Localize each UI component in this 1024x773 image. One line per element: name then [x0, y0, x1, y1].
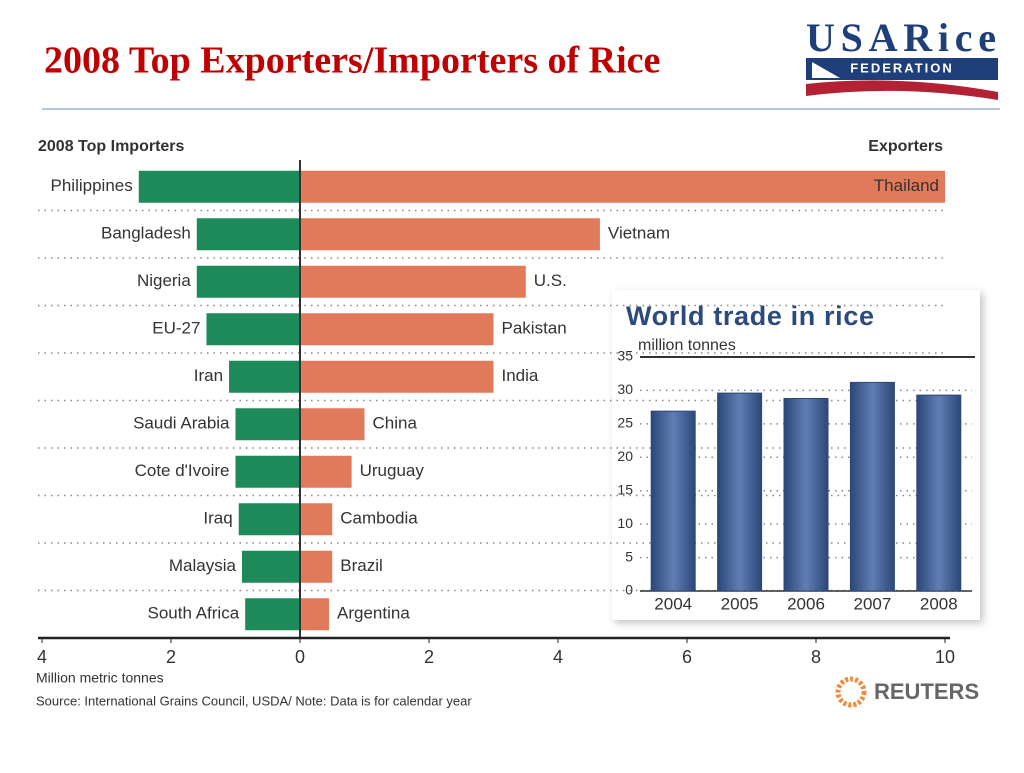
category-label: China [373, 414, 418, 433]
y-tick-label: 35 [617, 348, 633, 364]
bar [849, 381, 895, 592]
x-tick-label: 4 [37, 647, 47, 667]
category-label: Brazil [340, 556, 383, 575]
y-tick-label: 30 [617, 381, 633, 397]
y-tick-label: 0 [625, 582, 633, 598]
bar [650, 410, 696, 592]
x-tick-label: 2005 [721, 594, 759, 613]
logo-stripe [806, 80, 998, 100]
source-note: Source: International Grains Council, US… [36, 693, 472, 708]
category-label: Iran [194, 366, 223, 385]
x-tick-label: 8 [811, 647, 821, 667]
inset-subtitle: million tonnes [638, 337, 736, 354]
category-label: Thailand [874, 176, 939, 195]
x-tick-label: 2004 [654, 594, 692, 613]
series-header: Exporters [868, 138, 943, 155]
y-tick-label: 10 [617, 515, 633, 531]
logo-band [806, 58, 998, 80]
x-tick-label: 10 [935, 647, 955, 667]
y-tick-label: 5 [625, 548, 633, 564]
x-axis-label: Million metric tonnes [36, 670, 164, 686]
bar [300, 455, 352, 488]
bar [300, 360, 494, 393]
category-label: South Africa [148, 604, 240, 623]
bar [229, 360, 300, 393]
bar [235, 408, 300, 441]
bar [196, 218, 300, 251]
bar [916, 394, 962, 592]
category-label: Nigeria [137, 271, 191, 290]
bar [241, 550, 300, 583]
logo-wing [812, 62, 840, 78]
bar [300, 313, 494, 346]
x-tick-label: 2007 [853, 594, 891, 613]
bar [300, 550, 333, 583]
category-label: Saudi Arabia [133, 414, 230, 433]
bar [206, 313, 300, 346]
bar [238, 503, 300, 536]
category-label: Argentina [337, 604, 410, 623]
x-tick-label: 2 [166, 647, 176, 667]
category-label: Philippines [51, 176, 133, 195]
x-tick-label: 2006 [787, 594, 825, 613]
bar [245, 598, 300, 631]
category-label: Malaysia [169, 556, 237, 575]
y-tick-label: 15 [617, 481, 633, 497]
x-tick-label: 2008 [920, 594, 958, 613]
logo-name: USARice [806, 15, 996, 60]
x-tick-label: 6 [682, 647, 692, 667]
reuters-logo: REUTERS [835, 676, 979, 708]
category-label: Bangladesh [101, 224, 191, 243]
inset-title: World trade in rice [626, 301, 874, 331]
bar [783, 397, 829, 592]
reuters-mark [835, 676, 867, 708]
category-label: Cambodia [340, 509, 418, 528]
bar [300, 408, 365, 441]
category-label: U.S. [534, 271, 567, 290]
usa-rice-logo: USARice FEDERATION [806, 15, 998, 100]
category-label: Pakistan [502, 319, 567, 338]
bar [300, 170, 945, 203]
category-label: EU-27 [152, 319, 200, 338]
category-label: Vietnam [608, 224, 670, 243]
bar [717, 392, 763, 592]
series-header: 2008 Top Importers [38, 138, 185, 155]
bar [300, 503, 333, 536]
x-tick-label: 4 [553, 647, 563, 667]
bar [235, 455, 300, 488]
logo-sub: FEDERATION [850, 60, 954, 75]
bar [196, 265, 300, 298]
y-tick-label: 20 [617, 448, 633, 464]
credit: REUTERS [874, 679, 979, 704]
category-label: Cote d'Ivoire [135, 461, 230, 480]
y-tick-label: 25 [617, 415, 633, 431]
category-label: India [502, 366, 539, 385]
x-tick-label: 0 [295, 647, 305, 667]
category-label: Uruguay [360, 461, 425, 480]
category-label: Iraq [203, 509, 232, 528]
bar [300, 218, 600, 251]
bar [138, 170, 300, 203]
x-tick-label: 2 [424, 647, 434, 667]
slide-title: 2008 Top Exporters/Importers of Rice [44, 40, 660, 82]
bar [300, 598, 330, 631]
bar [300, 265, 526, 298]
